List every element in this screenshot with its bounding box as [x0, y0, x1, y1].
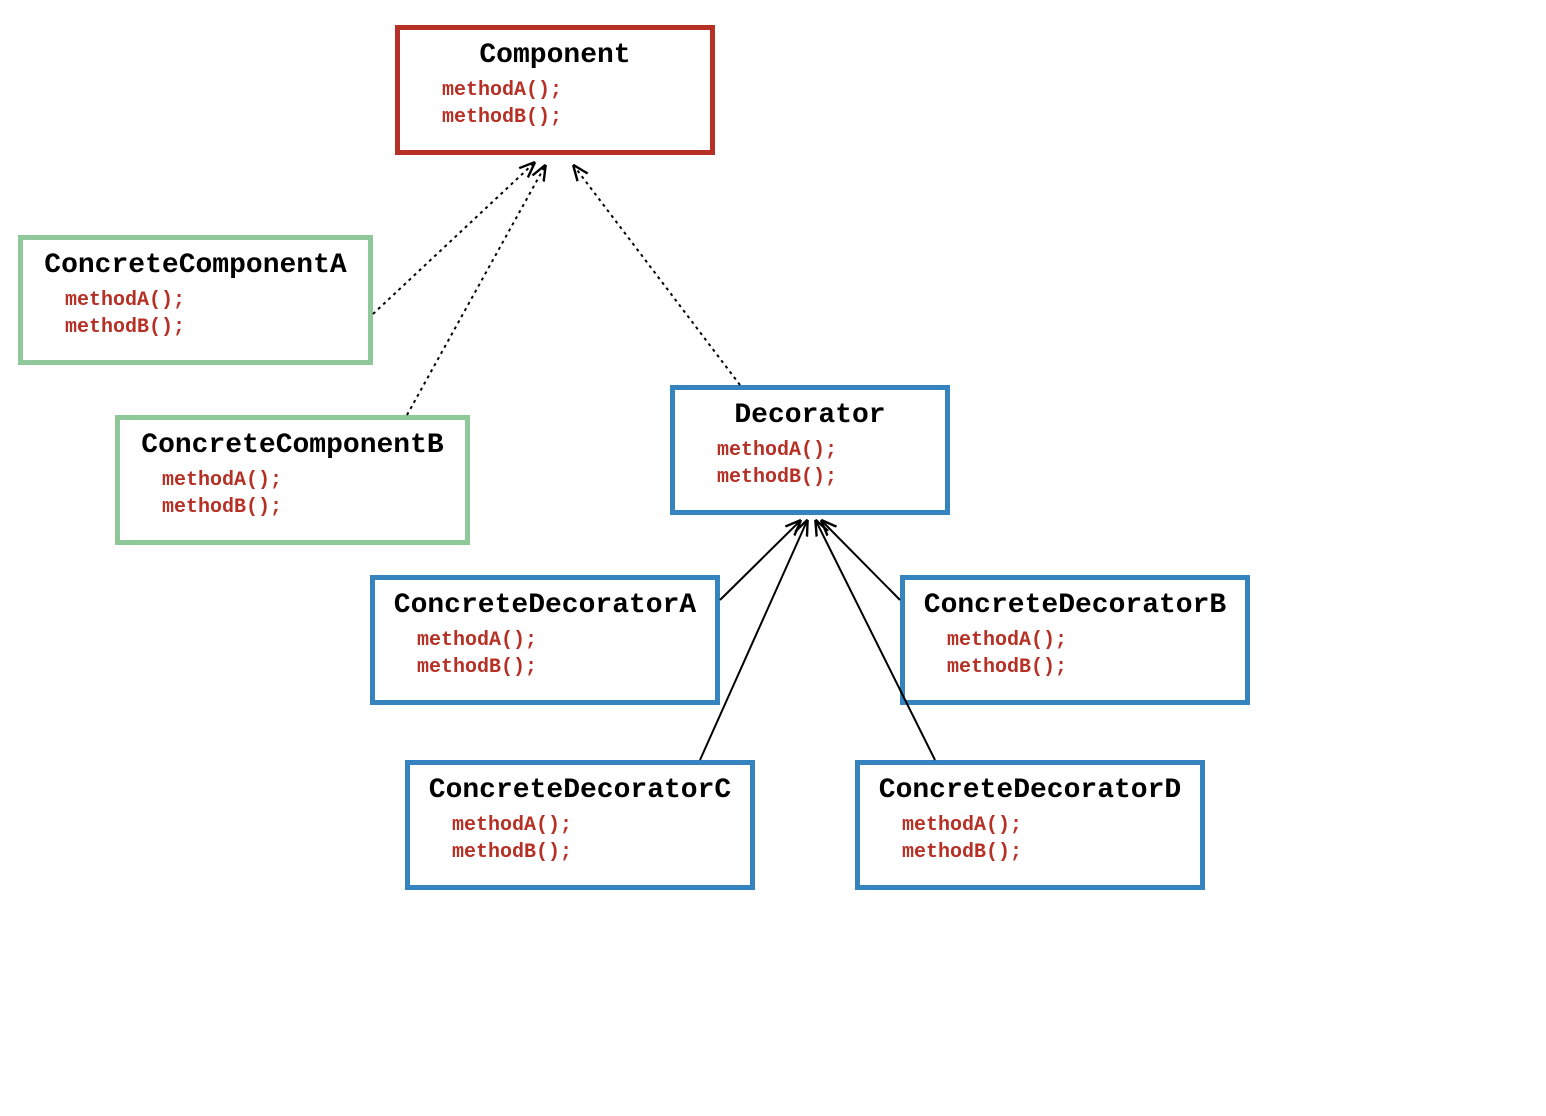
edge-concreteComponentA-to-component	[373, 163, 534, 314]
class-method: methodA();	[947, 627, 1227, 654]
class-title: Decorator	[693, 400, 927, 431]
class-box-concreteDecoratorC: ConcreteDecoratorC methodA();methodB();	[405, 760, 755, 890]
class-box-concreteComponentA: ConcreteComponentA methodA();methodB();	[18, 235, 373, 365]
class-method: methodB();	[947, 654, 1227, 681]
class-title: ConcreteDecoratorB	[923, 590, 1227, 621]
class-method: methodA();	[417, 627, 697, 654]
class-methods: methodA();methodB();	[418, 77, 692, 131]
class-title: ConcreteDecoratorC	[428, 775, 732, 806]
class-method: methodB();	[442, 104, 692, 131]
class-box-concreteDecoratorD: ConcreteDecoratorD methodA();methodB();	[855, 760, 1205, 890]
diagram-edges	[0, 0, 1546, 1116]
class-methods: methodA();methodB();	[428, 812, 732, 866]
class-method: methodB();	[417, 654, 697, 681]
class-method: methodA();	[65, 287, 350, 314]
class-title: ConcreteDecoratorD	[878, 775, 1182, 806]
class-box-concreteDecoratorA: ConcreteDecoratorA methodA();methodB();	[370, 575, 720, 705]
class-title: ConcreteComponentA	[41, 250, 350, 281]
class-methods: methodA();methodB();	[138, 467, 447, 521]
edge-concreteDecoratorB-to-decorator	[822, 521, 900, 600]
class-method: methodA();	[452, 812, 732, 839]
class-method: methodA();	[902, 812, 1182, 839]
class-methods: methodA();methodB();	[923, 627, 1227, 681]
class-methods: methodA();methodB();	[393, 627, 697, 681]
edge-decorator-to-component	[574, 166, 740, 385]
class-method: methodB();	[162, 494, 447, 521]
class-method: methodA();	[717, 437, 927, 464]
class-box-decorator: Decorator methodA();methodB();	[670, 385, 950, 515]
class-methods: methodA();methodB();	[693, 437, 927, 491]
class-box-concreteDecoratorB: ConcreteDecoratorB methodA();methodB();	[900, 575, 1250, 705]
class-title: ConcreteDecoratorA	[393, 590, 697, 621]
class-title: Component	[418, 40, 692, 71]
class-method: methodB();	[717, 464, 927, 491]
class-method: methodA();	[442, 77, 692, 104]
class-method: methodA();	[162, 467, 447, 494]
class-title: ConcreteComponentB	[138, 430, 447, 461]
class-box-concreteComponentB: ConcreteComponentB methodA();methodB();	[115, 415, 470, 545]
edge-concreteComponentB-to-component	[407, 166, 545, 415]
class-methods: methodA();methodB();	[41, 287, 350, 341]
class-method: methodB();	[902, 839, 1182, 866]
class-methods: methodA();methodB();	[878, 812, 1182, 866]
class-box-component: Component methodA();methodB();	[395, 25, 715, 155]
edge-concreteDecoratorA-to-decorator	[720, 521, 800, 600]
class-method: methodB();	[65, 314, 350, 341]
class-method: methodB();	[452, 839, 732, 866]
